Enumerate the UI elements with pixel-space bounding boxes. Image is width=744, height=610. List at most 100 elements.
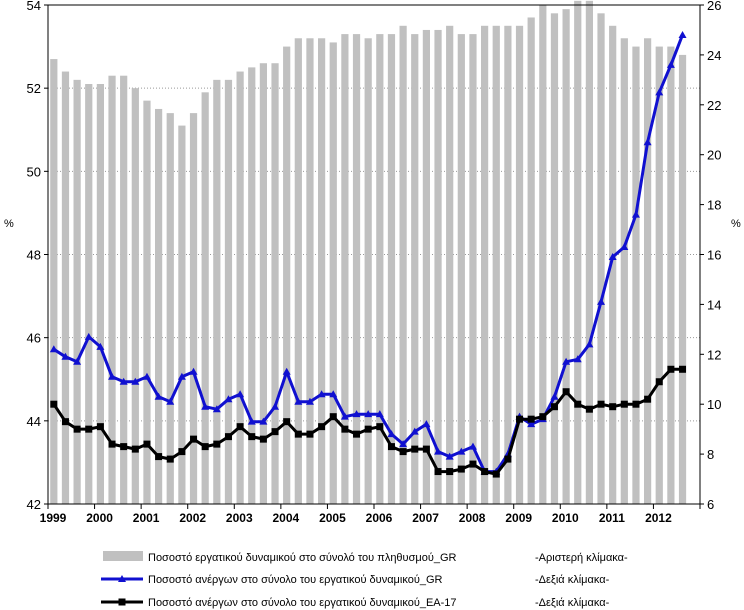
bar	[224, 79, 233, 504]
data-point	[422, 445, 430, 453]
data-point	[550, 392, 559, 400]
data-point	[468, 442, 477, 450]
data-point	[550, 403, 558, 411]
data-point	[177, 372, 186, 380]
data-point	[131, 377, 140, 385]
bar	[108, 75, 116, 505]
right-tick-label: 18	[707, 198, 721, 213]
data-point	[457, 447, 466, 455]
bar	[620, 38, 628, 505]
bar	[213, 79, 221, 504]
bar	[178, 125, 186, 504]
right-tick-label: 20	[707, 148, 721, 163]
data-point	[61, 418, 69, 426]
data-point	[259, 417, 268, 425]
data-point	[340, 412, 349, 420]
legend-axis-note: -Δεξιά κλίμακα-	[535, 574, 610, 586]
data-point	[539, 413, 547, 421]
bar	[550, 13, 559, 504]
right-tick-label: 24	[707, 48, 721, 63]
data-point	[271, 402, 280, 410]
bar	[399, 25, 407, 505]
line-series	[49, 30, 687, 478]
bar	[154, 108, 163, 504]
data-point	[678, 30, 687, 38]
data-point	[352, 410, 361, 418]
data-point	[609, 403, 617, 411]
data-point	[96, 423, 104, 431]
bar	[597, 13, 605, 504]
bar	[120, 75, 128, 505]
data-point	[236, 423, 244, 431]
bar	[434, 29, 442, 504]
legend-item: Ποσοστό ανέργων στο σύνολο του εργατικού…	[101, 597, 610, 609]
data-point	[236, 390, 245, 398]
data-point	[562, 357, 571, 365]
bar	[585, 0, 594, 504]
bar	[259, 63, 268, 504]
bar	[271, 63, 279, 504]
data-point	[585, 405, 593, 413]
data-point	[201, 443, 209, 451]
bar	[143, 100, 151, 505]
data-point	[376, 423, 384, 431]
line-series-square	[50, 365, 687, 478]
data-point	[224, 433, 232, 441]
bar	[411, 34, 419, 504]
data-point	[61, 352, 70, 360]
bar	[655, 46, 663, 504]
data-point	[399, 440, 408, 448]
data-point	[282, 367, 291, 375]
legend: Ποσοστό εργατικού δυναμικού στο σύνολό τ…	[101, 551, 628, 609]
bar	[678, 54, 687, 505]
data-point	[271, 428, 279, 436]
data-point	[527, 420, 536, 428]
x-tick-label: 2000	[86, 511, 113, 525]
data-point	[73, 357, 82, 365]
left-tick-label: 54	[27, 0, 41, 13]
bar	[306, 38, 314, 505]
data-point	[85, 425, 93, 433]
data-point	[259, 435, 267, 443]
data-point	[655, 378, 663, 386]
right-tick-label: 22	[707, 98, 721, 113]
bar	[667, 46, 675, 504]
x-tick-label: 2005	[319, 511, 346, 525]
data-point	[49, 345, 58, 353]
data-point	[679, 365, 687, 373]
x-tick-label: 2009	[505, 511, 532, 525]
bar	[574, 0, 582, 504]
bar	[469, 34, 477, 504]
data-point	[632, 400, 640, 408]
legend-label: Ποσοστό ανέργων στο σύνολο του εργατικού…	[148, 574, 443, 586]
data-point	[329, 413, 337, 421]
bar	[73, 79, 81, 504]
data-point	[142, 372, 151, 380]
data-point	[399, 448, 407, 456]
data-point	[294, 397, 303, 405]
data-point	[166, 397, 175, 405]
data-point	[644, 395, 652, 403]
left-tick-label: 48	[27, 248, 41, 263]
x-tick-label: 2003	[226, 511, 253, 525]
data-point	[154, 392, 163, 400]
legend-swatch	[103, 551, 143, 561]
bar	[609, 25, 617, 505]
data-point	[387, 430, 396, 438]
legend-axis-note: -Αριστερή κλίμακα-	[535, 552, 628, 564]
bar	[480, 25, 489, 505]
data-point	[248, 433, 256, 441]
left-tick-label: 44	[27, 414, 41, 429]
x-tick-label: 2002	[179, 511, 206, 525]
data-point	[247, 417, 256, 425]
data-point	[306, 430, 314, 438]
data-point	[387, 443, 395, 451]
data-point	[666, 60, 675, 68]
data-point	[108, 440, 116, 448]
right-tick-label: 16	[707, 248, 721, 263]
data-point	[364, 410, 373, 418]
data-point	[434, 447, 443, 455]
data-point	[375, 410, 384, 418]
bar	[201, 92, 209, 504]
